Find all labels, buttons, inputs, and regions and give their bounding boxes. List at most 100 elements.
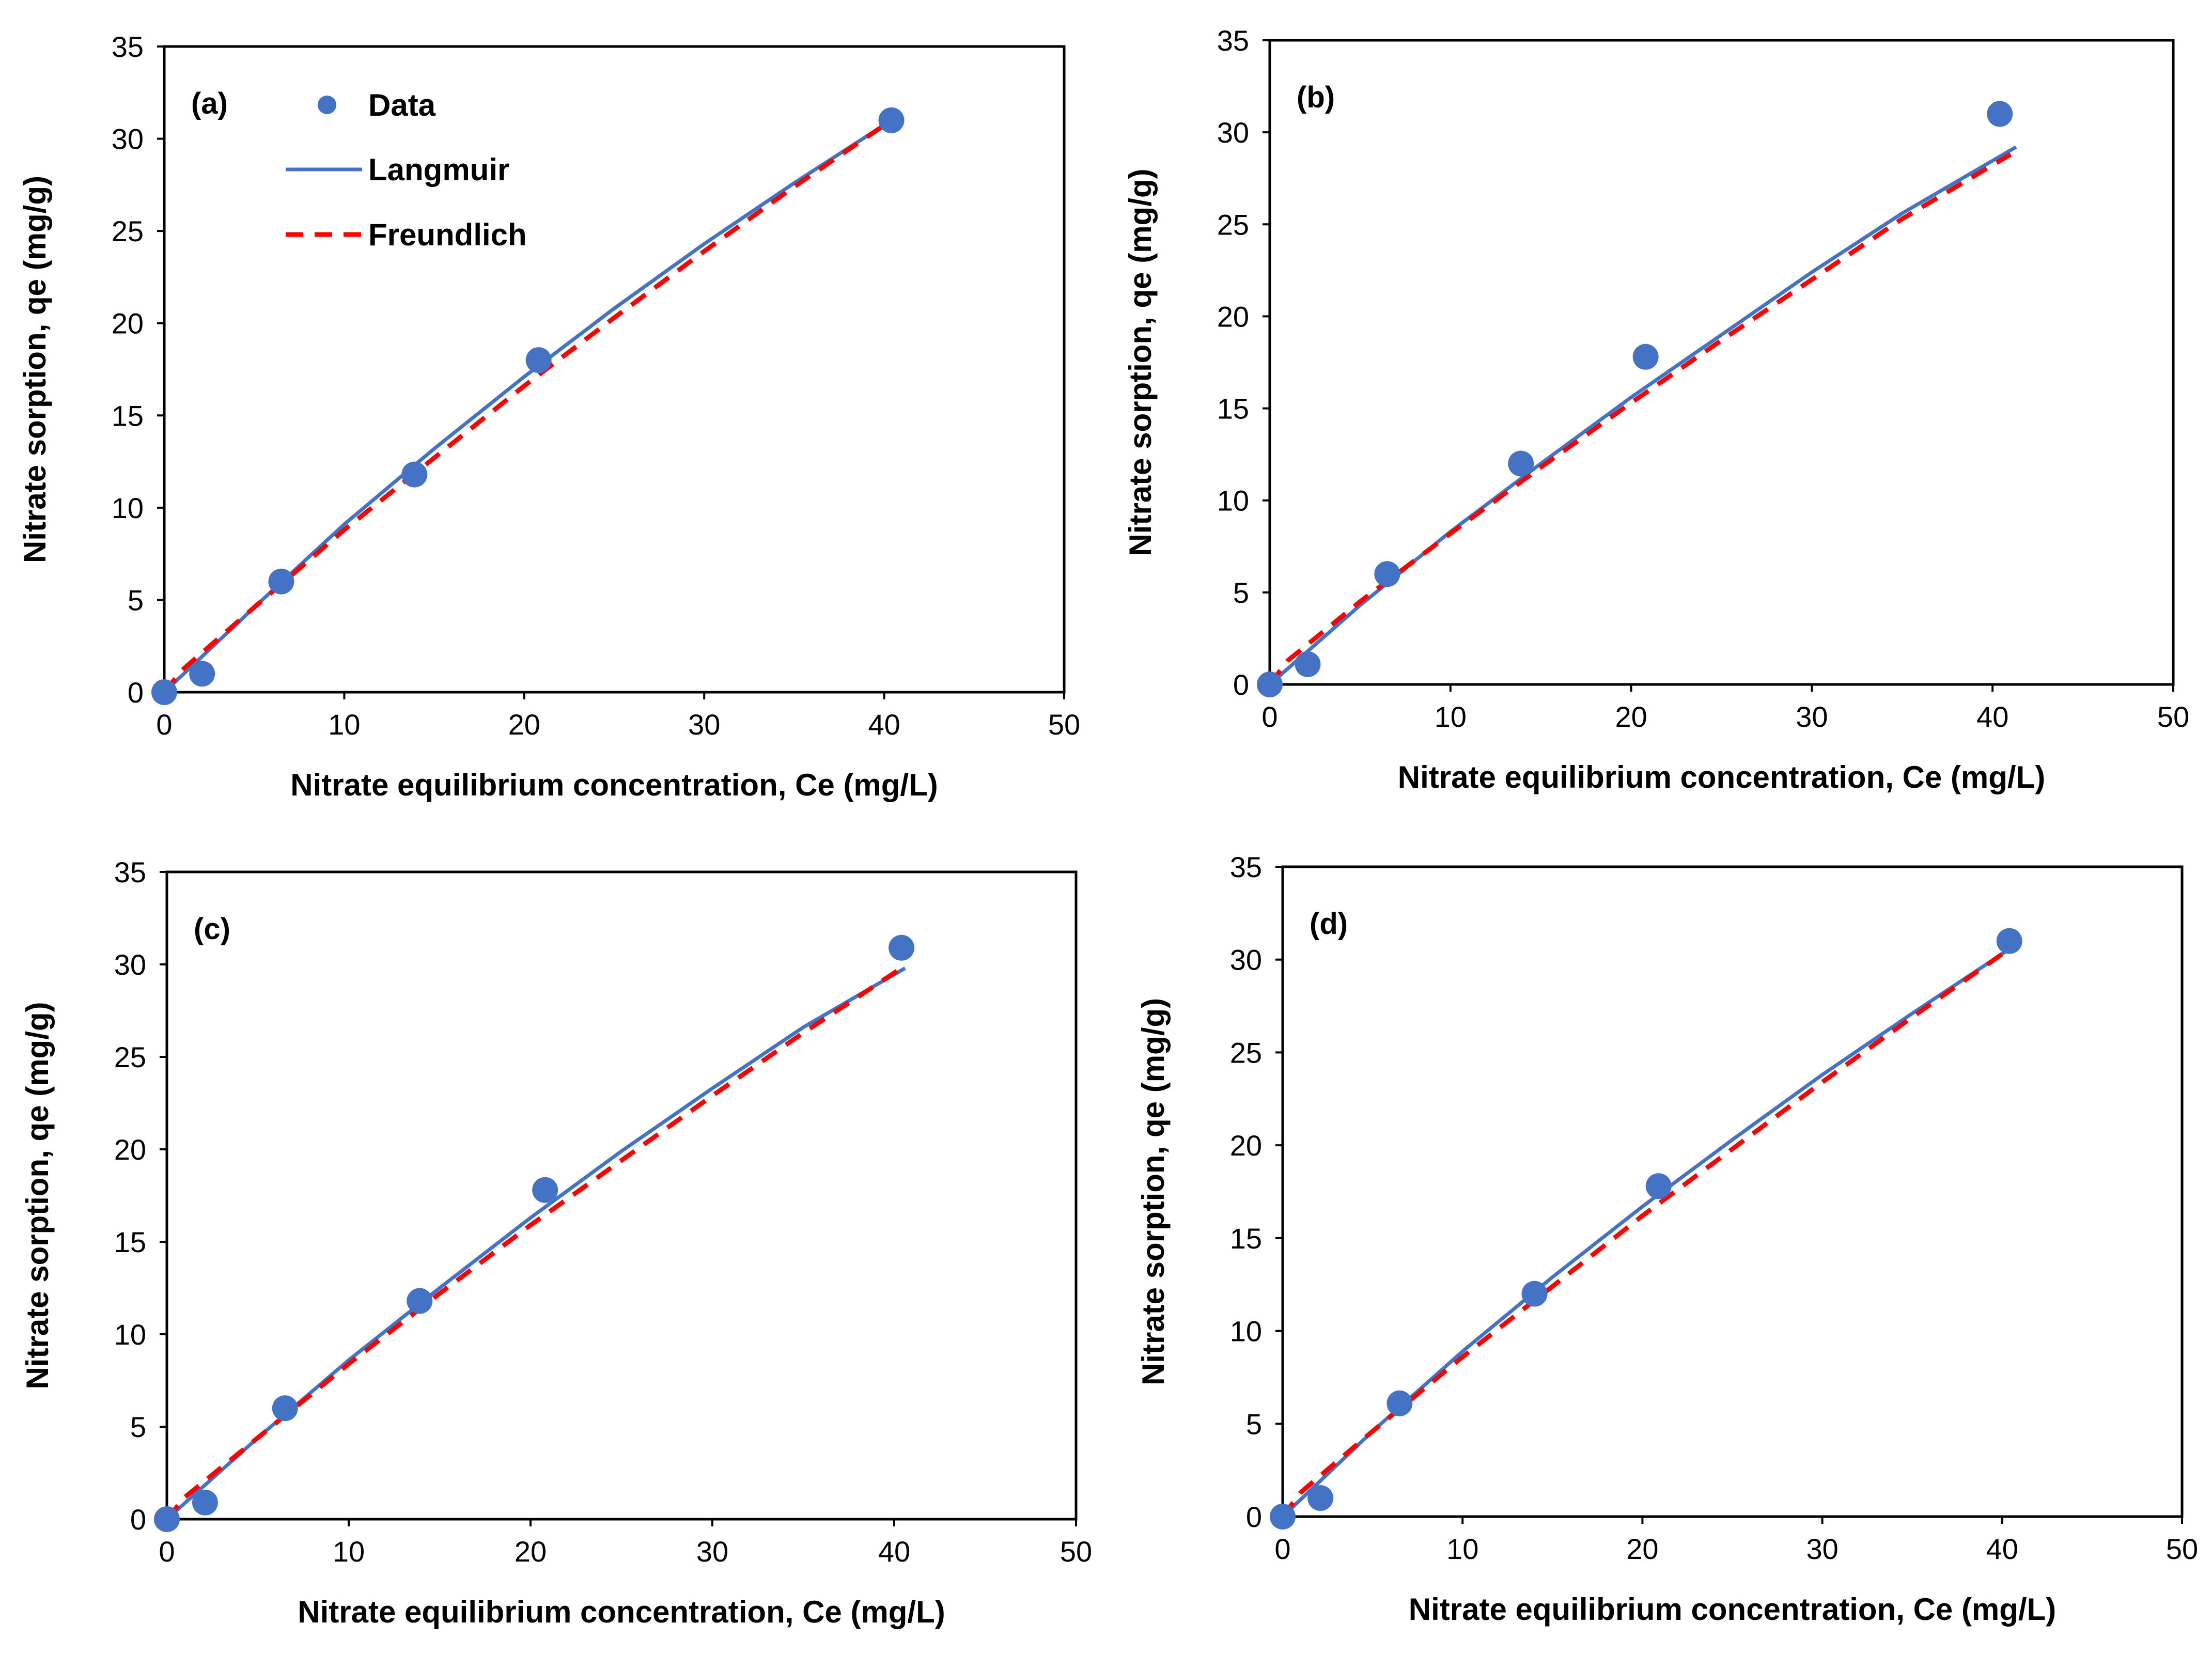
panel-label: (b) [1297,81,1335,114]
data-point [1307,1485,1334,1511]
y-tick-label: 25 [112,215,144,247]
x-tick-label: 10 [1446,1533,1478,1565]
chart-panel-c: 0 10 20 30 40 50 0 5 10 15 20 25 30 35 Nitrate equilib… [20,856,1092,1629]
y-axis-title: Nitrate sorption, qe (mg/g) [20,1002,55,1390]
x-axis-title: Nitrate equilibrium concentration, Ce (m… [298,1595,945,1629]
y-tick-label: 0 [128,676,144,709]
x-tick-label: 40 [1986,1533,2018,1565]
y-tick-label: 30 [1217,116,1249,149]
plot-frame [1268,39,2175,686]
y-tick-label: 5 [1233,576,1249,609]
x-tick-label: 50 [2166,1533,2198,1565]
y-tick-label: 35 [1217,24,1249,57]
freundlich-curve [162,118,893,694]
data-point [401,461,428,488]
legend-langmuir-label: Langmuir [368,152,509,187]
data-point [1270,1504,1296,1530]
langmuir-curve [165,966,906,1521]
panel-label: (a) [191,87,228,120]
x-tick-label: 0 [156,708,172,741]
data-point [1632,344,1659,370]
y-tick-label: 15 [1230,1222,1262,1255]
data-point [1387,1390,1413,1416]
y-tick-label: 0 [1246,1501,1262,1533]
data-point [1295,651,1321,677]
plot-frame [1281,865,2184,1518]
x-tick-label: 20 [515,1535,547,1568]
y-tick-label: 10 [1230,1315,1262,1348]
plot-frame [165,870,1078,1521]
freundlich-curve [1281,948,2009,1518]
data-point [272,1395,298,1422]
data-point [1521,1281,1548,1307]
y-tick-label: 25 [1217,208,1249,241]
x-tick-label: 20 [1615,700,1647,733]
panel-label: (d) [1310,907,1348,941]
y-tick-label: 20 [114,1133,146,1166]
y-tick-label: 5 [130,1411,146,1443]
legend-freundlich-label: Freundlich [368,217,527,252]
data-point [189,661,215,687]
freundlich-curve [1268,152,2012,686]
y-tick-label: 0 [1233,668,1249,701]
x-tick-label: 0 [1261,700,1278,733]
y-tick-label: 10 [114,1318,146,1351]
x-tick-label: 10 [328,708,360,741]
data-point [1257,672,1283,697]
x-tick-label: 30 [696,1535,728,1568]
x-tick-label: 0 [1274,1533,1290,1565]
data-point [407,1288,433,1314]
x-tick-label: 10 [333,1535,365,1568]
data-point [192,1489,218,1516]
y-tick-label: 10 [1217,485,1249,517]
y-tick-label: 15 [1217,393,1249,425]
data-point [154,1506,180,1532]
freundlich-curve [165,966,903,1521]
x-tick-label: 10 [1435,700,1467,733]
y-tick-label: 35 [1230,851,1262,883]
data-point [268,568,294,595]
data-point [532,1177,558,1203]
y-tick-label: 15 [112,399,144,432]
y-tick-label: 20 [1217,300,1249,333]
x-tick-label: 20 [508,708,540,741]
x-axis-title: Nitrate equilibrium concentration, Ce (m… [1409,1592,2056,1627]
data-point [1508,450,1534,477]
x-tick-label: 40 [868,708,900,741]
chart-panel-d: 0 10 20 30 40 50 0 5 10 15 20 25 30 35 Nitrate equilib… [1136,851,2198,1627]
x-tick-label: 30 [1796,700,1828,733]
data-point [1374,561,1400,587]
x-tick-label: 30 [1806,1533,1838,1565]
data-point [1645,1173,1672,1199]
data-point [151,679,177,705]
y-axis-title: Nitrate sorption, qe (mg/g) [1136,998,1171,1385]
x-tick-label: 40 [1976,700,2008,733]
y-tick-label: 5 [128,584,144,616]
y-axis-title: Nitrate sorption, qe (mg/g) [18,176,52,563]
x-tick-label: 50 [1048,708,1080,741]
x-tick-label: 20 [1626,1533,1658,1565]
chart-panel-b: 0 10 20 30 40 50 0 5 10 15 20 25 30 35 Nitrate equilib… [1123,24,2189,794]
chart-panel-a: 0 10 20 30 40 50 0 5 10 15 20 25 30 35 Nitrate equilib… [18,30,1080,802]
y-tick-label: 20 [1230,1129,1262,1162]
x-tick-label: 30 [688,708,720,741]
data-point [1996,928,2022,954]
y-tick-label: 30 [1230,944,1262,976]
plot-frame [163,45,1066,694]
data-point [525,347,552,373]
x-axis-title: Nitrate equilibrium concentration, Ce (m… [290,768,938,802]
y-tick-label: 25 [114,1041,146,1073]
y-tick-label: 20 [112,307,144,340]
langmuir-curve [163,118,893,694]
x-axis-title: Nitrate equilibrium concentration, Ce (m… [1398,760,2045,794]
y-tick-label: 25 [1230,1036,1262,1069]
y-tick-label: 30 [112,123,144,155]
data-point [889,934,915,961]
y-tick-label: 15 [114,1226,146,1258]
langmuir-curve [1281,948,2009,1518]
data-point [878,107,905,133]
data-point [1987,101,2013,127]
y-tick-label: 10 [112,492,144,524]
y-tick-label: 30 [114,948,146,981]
